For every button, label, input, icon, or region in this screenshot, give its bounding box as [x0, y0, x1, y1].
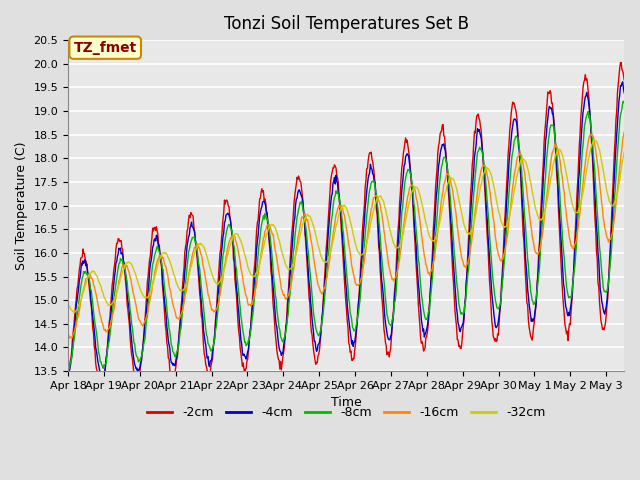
- -8cm: [323, 277, 330, 283]
- -32cm: [67, 305, 74, 311]
- -4cm: [302, 234, 310, 240]
- -16cm: [302, 216, 310, 221]
- Line: -16cm: -16cm: [68, 132, 624, 338]
- -2cm: [64, 378, 72, 384]
- -2cm: [464, 252, 472, 258]
- Title: Tonzi Soil Temperatures Set B: Tonzi Soil Temperatures Set B: [223, 15, 468, 33]
- -2cm: [67, 359, 74, 364]
- X-axis label: Time: Time: [331, 396, 362, 409]
- -2cm: [477, 128, 485, 134]
- -32cm: [620, 149, 628, 155]
- -32cm: [70, 310, 78, 316]
- -32cm: [464, 230, 472, 236]
- -2cm: [620, 77, 628, 83]
- -8cm: [620, 98, 628, 104]
- -4cm: [98, 376, 106, 382]
- -16cm: [64, 334, 72, 339]
- -16cm: [66, 335, 74, 341]
- -4cm: [323, 249, 331, 255]
- Line: -4cm: -4cm: [68, 82, 624, 379]
- -2cm: [97, 387, 105, 393]
- -4cm: [464, 262, 472, 267]
- Y-axis label: Soil Temperature (C): Soil Temperature (C): [15, 142, 28, 270]
- -4cm: [64, 373, 72, 379]
- -8cm: [67, 359, 74, 364]
- -8cm: [477, 146, 484, 152]
- Line: -32cm: -32cm: [68, 140, 624, 313]
- -8cm: [301, 222, 309, 228]
- -4cm: [477, 135, 485, 141]
- -16cm: [464, 260, 472, 266]
- -16cm: [143, 313, 150, 319]
- -4cm: [67, 364, 74, 370]
- -32cm: [302, 214, 310, 220]
- Line: -8cm: -8cm: [68, 101, 624, 373]
- -2cm: [143, 292, 150, 298]
- -8cm: [142, 324, 150, 329]
- -32cm: [143, 295, 150, 300]
- -8cm: [463, 283, 471, 288]
- Legend: -2cm, -4cm, -8cm, -16cm, -32cm: -2cm, -4cm, -8cm, -16cm, -32cm: [142, 401, 550, 424]
- -4cm: [143, 305, 150, 311]
- -16cm: [323, 274, 331, 280]
- -16cm: [620, 129, 628, 135]
- -8cm: [64, 370, 72, 376]
- -32cm: [591, 137, 598, 143]
- -16cm: [477, 167, 485, 173]
- -4cm: [619, 79, 627, 84]
- -4cm: [620, 90, 628, 96]
- -2cm: [618, 60, 625, 65]
- Line: -2cm: -2cm: [68, 62, 624, 390]
- -2cm: [323, 236, 331, 242]
- -32cm: [64, 300, 72, 306]
- -2cm: [302, 244, 310, 250]
- Text: TZ_fmet: TZ_fmet: [74, 41, 137, 55]
- -16cm: [67, 335, 75, 340]
- -32cm: [477, 182, 485, 188]
- -32cm: [323, 259, 331, 264]
